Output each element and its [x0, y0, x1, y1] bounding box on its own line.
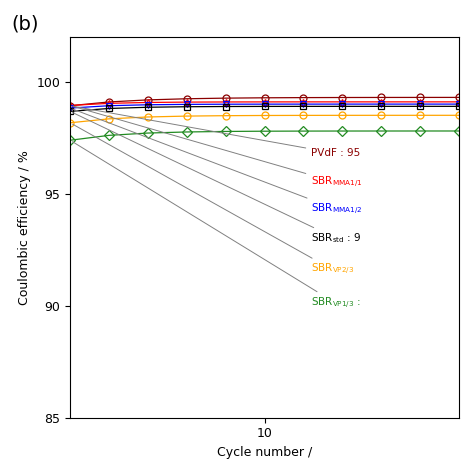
Text: SBR$_{\mathregular{VP1/3}}$ :: SBR$_{\mathregular{VP1/3}}$ : [73, 142, 361, 311]
Text: (b): (b) [12, 14, 39, 33]
X-axis label: Cycle number /: Cycle number / [217, 446, 312, 459]
Text: SBR$_{\mathregular{MMA1/1}}$: SBR$_{\mathregular{MMA1/1}}$ [73, 106, 363, 190]
Y-axis label: Coulombic efficiency / %: Coulombic efficiency / % [18, 150, 31, 305]
Text: PVdF : 95: PVdF : 95 [73, 106, 360, 158]
Text: SBR$_{\mathregular{std}}$ : 9: SBR$_{\mathregular{std}}$ : 9 [73, 112, 362, 246]
Text: SBR$_{\mathregular{MMA1/2}}$: SBR$_{\mathregular{MMA1/2}}$ [73, 109, 363, 217]
Text: SBR$_{\mathregular{VP2/3}}$: SBR$_{\mathregular{VP2/3}}$ [73, 124, 355, 277]
